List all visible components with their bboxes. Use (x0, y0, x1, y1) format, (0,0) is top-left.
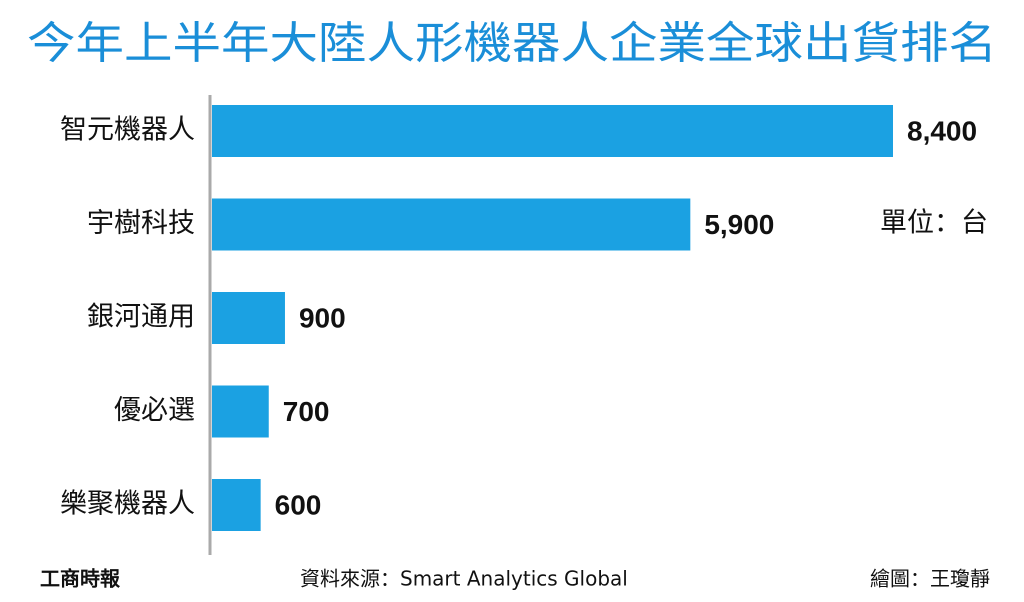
bar (212, 292, 285, 344)
value-label: 900 (299, 302, 346, 333)
bar (212, 105, 893, 157)
value-label: 700 (283, 396, 330, 427)
unit-note: 單位：台 (880, 208, 988, 239)
category-label: 樂聚機器人 (60, 489, 195, 520)
value-label: 600 (275, 489, 322, 520)
value-label: 5,900 (704, 209, 774, 240)
credit-note: 繪圖：王瓊靜 (870, 567, 990, 591)
bar (212, 479, 261, 531)
publisher-logo: 工商時報 (40, 567, 121, 591)
category-label: 智元機器人 (60, 115, 195, 146)
bar (212, 385, 269, 438)
value-label: 8,400 (907, 115, 977, 146)
category-label: 宇樹科技 (87, 208, 195, 239)
source-note: 資料來源：Smart Analytics Global (300, 567, 628, 591)
chart-title: 今年上半年大陸人形機器人企業全球出貨排名 (27, 18, 997, 69)
bar (212, 198, 691, 251)
category-label: 銀河通用 (87, 302, 195, 333)
category-label: 優必選 (114, 395, 195, 426)
